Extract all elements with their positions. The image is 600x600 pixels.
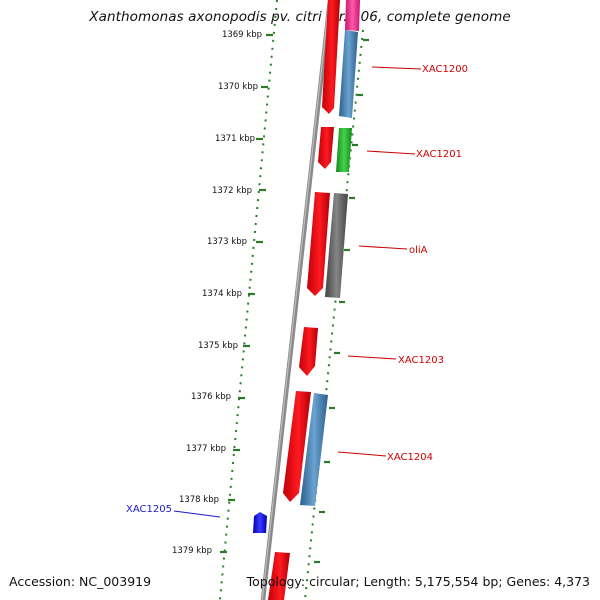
- gene-label-oliA[interactable]: oliA: [409, 245, 428, 256]
- gene-XAC1205-reverse[interactable]: [253, 512, 267, 533]
- ruler-label: 1370 kbp: [218, 82, 258, 92]
- ruler-label: 1371 kbp: [215, 134, 255, 144]
- accession-text: Accession: NC_003919: [9, 574, 152, 589]
- gene-XAC1201-forward[interactable]: [336, 128, 352, 172]
- gene-oliA-forward[interactable]: [325, 193, 348, 298]
- gene-label-XAC1201[interactable]: XAC1201: [416, 149, 462, 160]
- gene-XAC1203-reverse[interactable]: [299, 327, 318, 376]
- gene-XAC1204-reverse[interactable]: [283, 391, 311, 502]
- ruler-ticks: [220, 33, 273, 554]
- genome-title: Xanthomonas axonopodis pv. citri str. 30…: [89, 9, 511, 25]
- outer-dotted-track: [304, 29, 364, 600]
- ruler-label: 1375 kbp: [198, 341, 238, 351]
- ruler-label: 1376 kbp: [191, 392, 231, 402]
- leader-XAC1204: [337, 451, 387, 457]
- ruler-label: 1373 kbp: [207, 237, 247, 247]
- gene-label-XAC1204[interactable]: XAC1204: [387, 452, 433, 463]
- gene-XAC1204-forward[interactable]: [300, 393, 328, 506]
- ruler-label: 1369 kbp: [222, 30, 262, 40]
- gene-features: [253, 0, 360, 600]
- ruler-label: 1377 kbp: [186, 444, 226, 454]
- gene-XAC1200-forward[interactable]: [339, 30, 358, 118]
- gene-XAC1200-reverse[interactable]: [322, 0, 340, 114]
- ruler-label: 1374 kbp: [202, 289, 242, 299]
- ruler-label: 1372 kbp: [212, 186, 252, 196]
- genome-backbone-highlight: [261, 0, 330, 600]
- gene-label-XAC1203[interactable]: XAC1203: [398, 355, 444, 366]
- gene-partial-bottom[interactable]: [268, 552, 290, 600]
- gene-label-XAC1205[interactable]: XAC1205: [126, 504, 172, 515]
- ruler-label: 1379 kbp: [172, 546, 212, 556]
- leader-XAC1200: [371, 66, 422, 70]
- ruler-label: 1378 kbp: [179, 495, 219, 505]
- gene-magenta-forward[interactable]: [345, 0, 360, 31]
- leader-XAC1205: [173, 510, 221, 518]
- gene-label-XAC1200[interactable]: XAC1200: [422, 64, 468, 75]
- gene-oliA-reverse[interactable]: [307, 192, 330, 296]
- leader-XAC1203: [347, 355, 397, 360]
- genome-backbone: [260, 0, 333, 600]
- label-leaders: [173, 66, 422, 518]
- outer-track-ticks: [314, 38, 369, 564]
- genome-stats-text: Topology: circular; Length: 5,175,554 bp…: [246, 574, 590, 589]
- leader-oliA: [358, 245, 408, 250]
- gene-XAC1201-reverse[interactable]: [318, 127, 334, 169]
- leader-XAC1201: [366, 150, 416, 155]
